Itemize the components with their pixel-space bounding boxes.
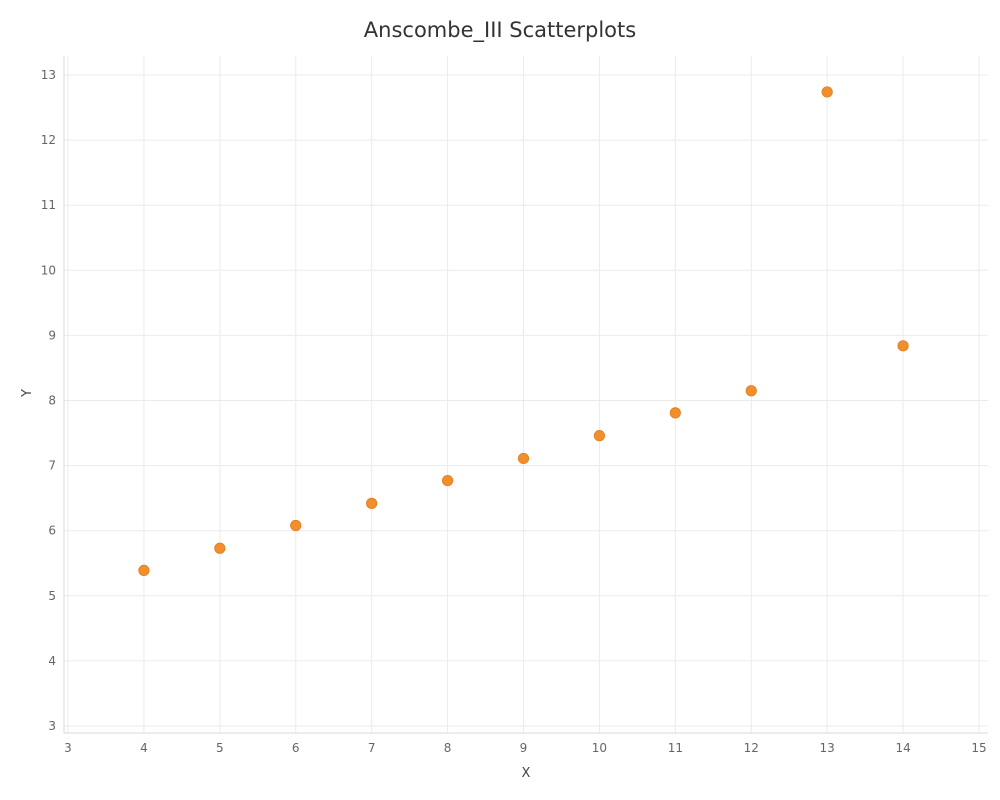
grid-layer: [64, 56, 988, 733]
tick-labels: 3 4 5 6 7 8 9 10 11 12 13 14 15 3 4 5 6 7 8 9 10 11 12 13: [41, 68, 987, 755]
x-axis-label: X: [522, 766, 531, 781]
scatter-point: [290, 519, 302, 532]
scatter-point: [366, 497, 378, 509]
x-tick-label: 9: [520, 741, 528, 755]
x-tick-label: 8: [444, 741, 452, 755]
x-tick-label: 5: [216, 741, 224, 755]
data-points: [138, 86, 909, 577]
y-tick-label: 12: [41, 133, 56, 147]
y-tick-label: 10: [41, 263, 56, 277]
scatter-point: [897, 340, 909, 352]
x-tick-label: 15: [971, 741, 986, 755]
x-tick-label: 3: [64, 741, 72, 755]
scatter-point: [745, 385, 757, 397]
x-tick-label: 6: [292, 741, 300, 755]
scatter-point: [593, 430, 606, 442]
y-tick-label: 3: [48, 719, 56, 733]
y-axis-label: Y: [20, 389, 35, 398]
x-tick-label: 14: [895, 741, 910, 755]
x-tick-label: 4: [140, 741, 148, 755]
y-tick-label: 4: [48, 654, 56, 668]
x-tick-label: 10: [592, 741, 607, 755]
y-tick-label: 11: [41, 198, 56, 212]
scatter-point: [138, 564, 150, 577]
chart-title: Anscombe_III Scatterplots: [363, 18, 637, 42]
y-tick-label: 5: [48, 589, 56, 603]
y-tick-label: 13: [41, 68, 56, 82]
scatter-point: [821, 86, 833, 98]
y-tick-label: 8: [48, 394, 56, 408]
y-tick-label: 9: [48, 328, 56, 342]
x-tick-label: 7: [368, 741, 376, 755]
x-tick-label: 13: [820, 741, 835, 755]
y-tick-label: 7: [48, 459, 56, 473]
scatter-point: [214, 542, 226, 554]
y-tick-label: 6: [48, 524, 56, 538]
x-tick-label: 12: [744, 741, 759, 755]
scatter-point: [669, 407, 681, 419]
scatter-point: [517, 452, 530, 465]
scatter-point: [441, 474, 454, 487]
axis-layer: [63, 56, 988, 734]
x-tick-label: 11: [668, 741, 683, 755]
